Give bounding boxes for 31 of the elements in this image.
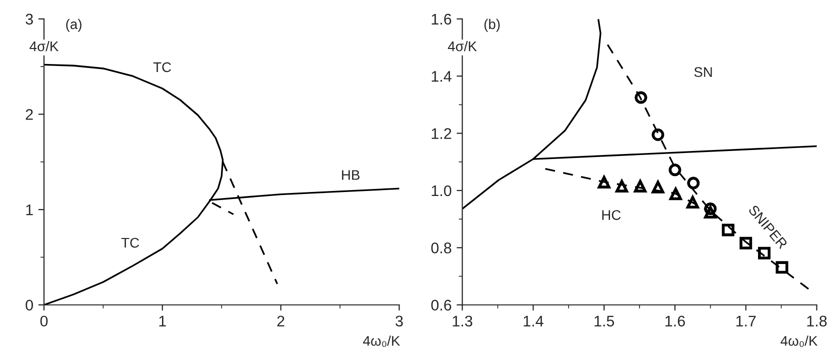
y-tick-label: 1.0 [432,185,452,196]
chart-title: (a) [66,18,82,32]
annotation: TC [153,62,172,72]
x-tick-label: 1.3 [452,316,472,327]
y-tick-label: 0.6 [431,300,452,311]
x-tick-label: 1.7 [736,316,756,326]
y-tick-label: 0.8 [431,242,452,254]
annotation: HC [602,210,621,220]
y-tick-label: 0 [26,300,33,311]
annotation: TC [121,238,140,248]
chart-title: (b) [484,18,500,32]
x-tick-label: 1.5 [594,316,614,327]
x-tick-label: 3 [396,316,403,327]
y-axis-title: 4σ/K [30,41,59,52]
y-tick-label: 1 [26,204,33,216]
x-axis-title: 4ω₀/K [363,336,400,347]
annotation: SN [694,67,712,77]
x-tick-label: 1.4 [524,316,544,326]
x-tick-label: 0 [40,316,48,327]
x-tick-label: 2 [277,316,284,326]
y-tick-label: 1.2 [432,128,452,139]
y-tick-label: 1.6 [432,14,452,25]
x-tick-label: 1 [159,316,166,326]
x-tick-label: 1.8 [807,316,827,327]
y-tick-label: 3 [26,14,33,25]
annotation: HB [342,170,360,180]
x-tick-label: 1.6 [666,316,685,327]
x-axis-title: 4ω₀/K [780,336,818,347]
y-tick-label: 1.4 [432,71,452,82]
y-tick-label: 2 [26,109,33,120]
y-axis-title: 4σ/K [448,41,477,52]
